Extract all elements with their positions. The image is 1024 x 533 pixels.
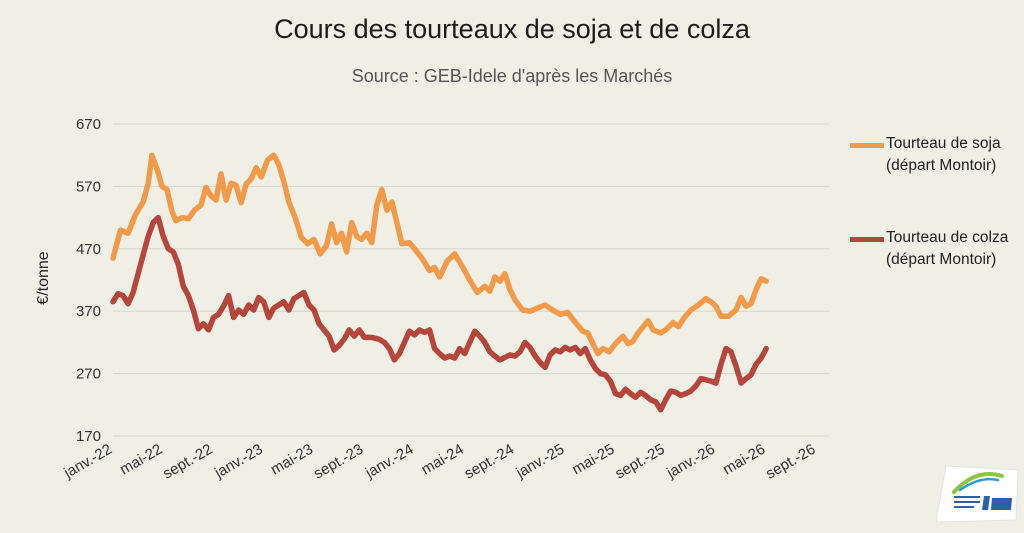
legend-label-soja: Tourteau de soja (départ Montoir) xyxy=(886,135,1001,174)
y-tick-label: 570 xyxy=(76,178,101,195)
y-axis-ticks: 170 270 370 470 570 670 xyxy=(76,116,101,445)
y-tick-label: 170 xyxy=(76,428,101,445)
x-tick-label: janv.-26 xyxy=(663,441,718,482)
series-lines xyxy=(110,152,769,413)
idele-logo xyxy=(935,465,1019,523)
x-tick-label: sept.-22 xyxy=(160,441,215,483)
x-tick-label: sept.-24 xyxy=(462,441,517,483)
x-tick-label: mai-23 xyxy=(268,441,316,479)
x-tick-label: janv.-23 xyxy=(211,441,266,482)
y-tick-label: 470 xyxy=(76,241,101,258)
x-tick-label: mai-22 xyxy=(117,441,165,479)
x-tick-label: mai-26 xyxy=(720,441,768,479)
legend-label-colza: Tourteau de colza (départ Montoir) xyxy=(886,229,1009,268)
series-colza-line xyxy=(110,214,769,413)
series-soja-line xyxy=(110,152,769,357)
y-axis-title: €/tonne xyxy=(35,251,52,304)
x-tick-label: janv.-22 xyxy=(60,441,115,482)
legend-swatch-colza xyxy=(850,237,884,242)
x-tick-label: mai-25 xyxy=(569,441,617,479)
x-tick-label: sept.-23 xyxy=(311,441,366,483)
legend-swatch-soja xyxy=(850,143,884,148)
x-tick-label: janv.-25 xyxy=(513,441,568,482)
y-tick-label: 370 xyxy=(76,303,101,320)
y-tick-label: 270 xyxy=(76,366,101,383)
chart-title: Cours des tourteaux de soja et de colza xyxy=(274,14,750,44)
x-tick-label: sept.-25 xyxy=(612,441,667,483)
x-tick-label: sept.-26 xyxy=(763,441,818,483)
chart-subtitle: Source : GEB-Idele d'après les Marchés xyxy=(351,66,673,86)
y-tick-label: 670 xyxy=(76,116,101,133)
x-tick-label: mai-24 xyxy=(419,441,467,479)
x-tick-label: janv.-24 xyxy=(362,441,417,482)
